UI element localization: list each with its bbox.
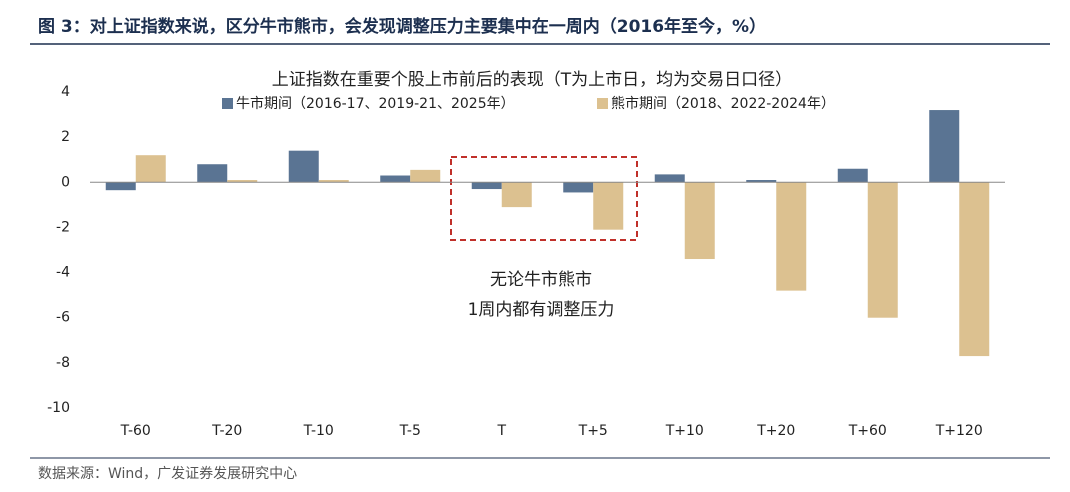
y-tick-label: -2	[56, 219, 70, 235]
y-tick-label: -4	[56, 265, 70, 281]
bar	[471, 182, 502, 190]
bar	[684, 182, 715, 260]
y-tick-label: 0	[61, 174, 70, 190]
legend-label: 牛市期间（2016-17、2019-21、2025年）	[236, 95, 515, 112]
y-tick-label: -6	[56, 310, 70, 326]
legend-swatch	[597, 98, 608, 109]
bar	[227, 180, 258, 183]
legend-swatch	[222, 98, 233, 109]
bar	[318, 180, 349, 183]
bar	[105, 182, 136, 191]
annotation: 1周内都有调整压力	[468, 300, 615, 320]
x-tick-label: T-20	[211, 423, 242, 439]
annotation: 无论牛市熊市	[490, 270, 592, 290]
legend-label: 熊市期间（2018、2022-2024年）	[611, 95, 835, 112]
x-tick-label: T-5	[399, 423, 421, 439]
highlight-box	[450, 156, 638, 241]
bar	[501, 182, 532, 208]
chart-title: 上证指数在重要个股上市前后的表现（T为上市日，均为交易日口径）	[272, 70, 792, 90]
x-tick-label: T+20	[756, 423, 795, 439]
x-tick-label: T+5	[578, 423, 608, 439]
bar	[288, 150, 319, 183]
bar	[837, 168, 868, 183]
y-tick-label: -8	[56, 355, 70, 371]
bar	[135, 155, 166, 183]
bar	[380, 175, 411, 183]
bar	[410, 169, 441, 183]
bar	[654, 174, 685, 183]
x-tick-label: T+60	[848, 423, 887, 439]
x-tick-label: T+10	[665, 423, 704, 439]
bar	[776, 182, 807, 291]
x-tick-label: T+120	[935, 423, 983, 439]
source: 数据来源：Wind，广发证券发展研究中心	[38, 466, 297, 482]
y-tick-label: 2	[61, 129, 70, 145]
bar	[593, 182, 624, 230]
bar	[867, 182, 898, 318]
x-tick-label: T	[496, 423, 506, 439]
bar	[929, 110, 960, 183]
bar	[959, 182, 990, 357]
y-tick-label: -10	[47, 400, 70, 416]
bar	[197, 164, 228, 183]
bar	[746, 180, 777, 183]
x-tick-label: T-60	[120, 423, 151, 439]
y-tick-label: 4	[61, 84, 70, 100]
bar	[563, 182, 594, 193]
x-tick-label: T-10	[303, 423, 334, 439]
figure-title: 图 3：对上证指数来说，区分牛市熊市，会发现调整压力主要集中在一周内（2016年…	[38, 16, 766, 37]
